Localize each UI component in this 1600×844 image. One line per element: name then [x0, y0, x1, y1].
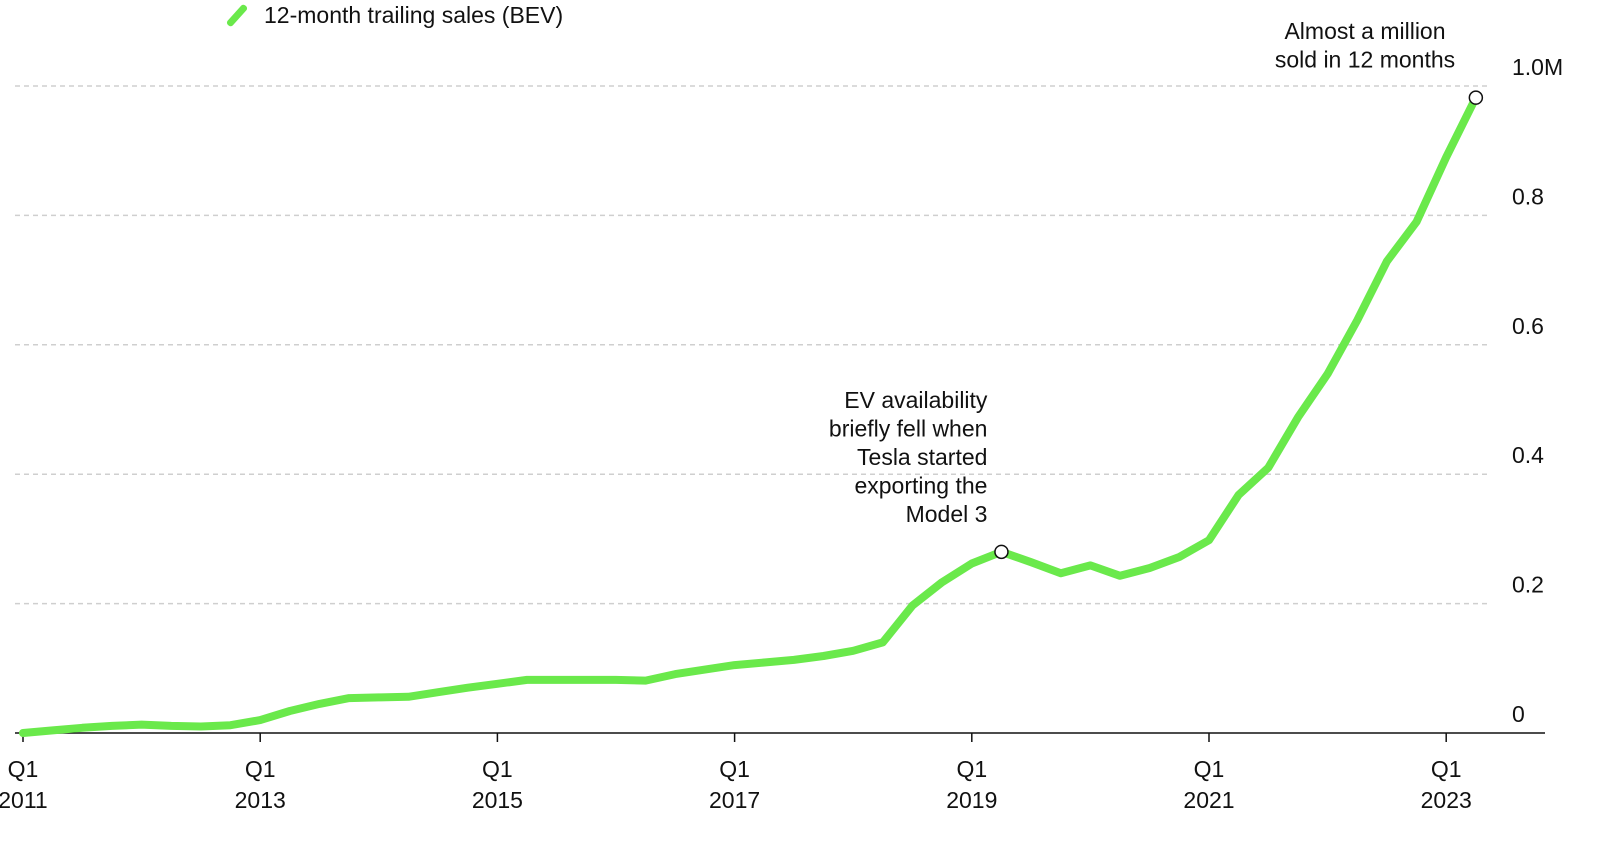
annotation-text-line: Almost a million [1284, 18, 1445, 44]
y-tick-label: 0.8 [1512, 183, 1544, 209]
y-tick-label: 0 [1512, 701, 1525, 727]
x-tick-label-year: 2019 [946, 787, 997, 813]
y-tick-label: 0.4 [1512, 442, 1544, 468]
annotation-marker [994, 544, 1009, 560]
y-tick-label: 1.0M [1512, 54, 1563, 80]
y-tick-label: 0.6 [1512, 313, 1544, 339]
y-axis-ticks: 0 0.2 0.4 0.6 0.8 1.0M [1512, 54, 1563, 727]
annotation-text-line: Model 3 [906, 501, 988, 527]
series-layer [19, 93, 1480, 737]
legend: 12-month trailing sales (BEV) [224, 0, 563, 30]
annotation-text-line: EV availability [844, 387, 988, 413]
x-tick-label-year: 2015 [472, 787, 523, 813]
x-tick-label-quarter: Q1 [482, 756, 513, 782]
x-tick-label-quarter: Q1 [8, 756, 39, 782]
x-tick-label-year: 2021 [1183, 787, 1234, 813]
x-tick-label-quarter: Q1 [719, 756, 750, 782]
x-tick-label-year: 2013 [235, 787, 286, 813]
annotation-text-line: sold in 12 months [1275, 47, 1455, 73]
annotation-marker [1468, 90, 1484, 105]
x-tick-label-year: 2023 [1421, 787, 1472, 813]
y-tick-label: 0.2 [1512, 572, 1544, 598]
grid-lines [15, 85, 1490, 605]
x-tick-label-quarter: Q1 [1431, 756, 1462, 782]
x-tick-label-quarter: Q1 [245, 756, 276, 782]
annotation-text-line: exporting the [854, 472, 987, 498]
series-line [19, 93, 1480, 737]
annotation-text-line: briefly fell when [829, 415, 988, 441]
x-tick-label-quarter: Q1 [956, 756, 987, 782]
x-tick-label-quarter: Q1 [1194, 756, 1225, 782]
x-tick-label-year: 2017 [709, 787, 760, 813]
x-axis: Q1 2011 Q1 2013 Q1 2015 Q1 2017 Q1 2019 Q1 2021 Q1 20… [0, 732, 1545, 813]
annotation-text-line: Tesla started [857, 444, 987, 470]
legend-label: 12-month trailing sales (BEV) [264, 1, 564, 28]
x-tick-label-year: 2011 [0, 787, 48, 813]
